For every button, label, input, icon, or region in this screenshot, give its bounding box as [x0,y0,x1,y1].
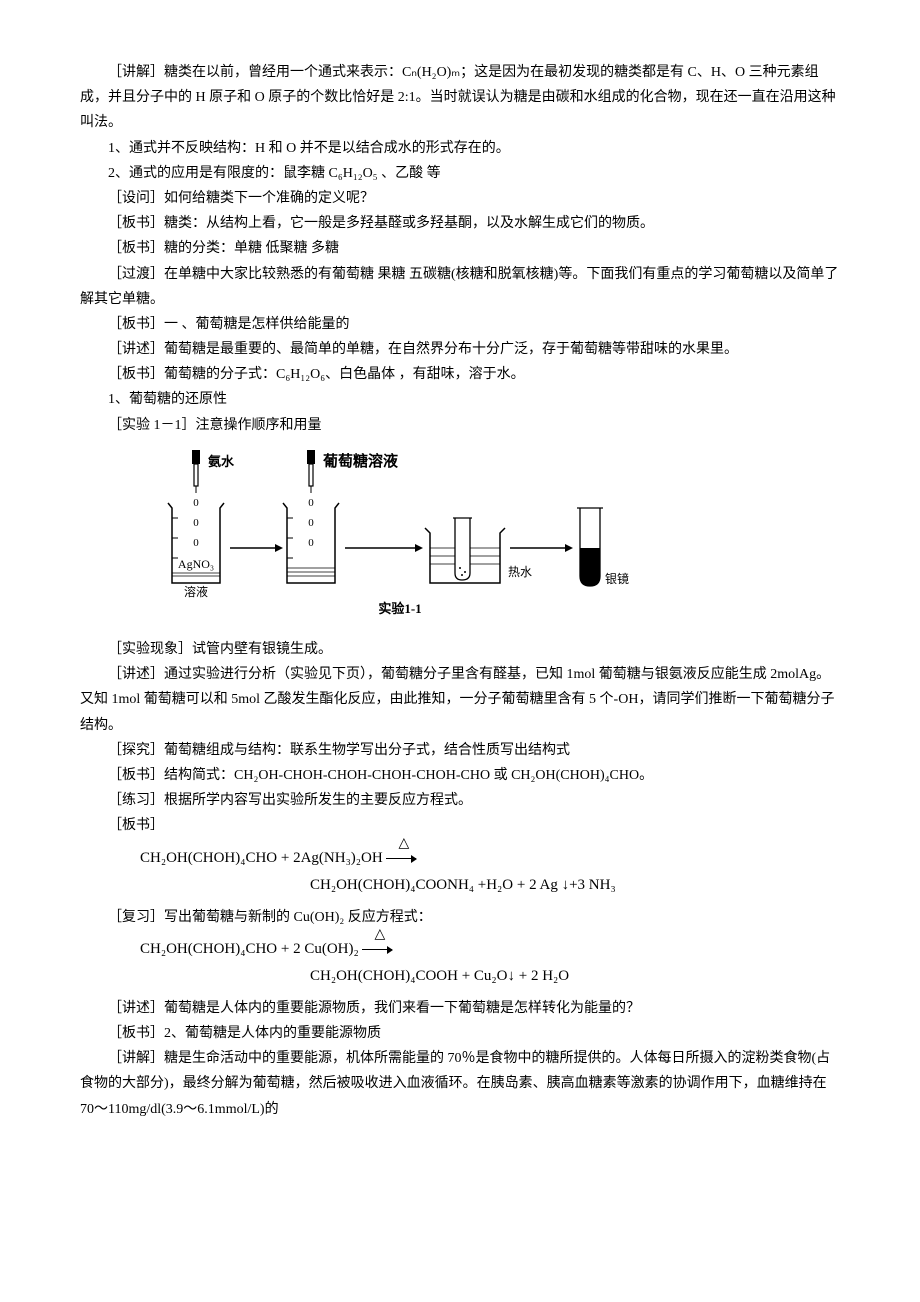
para-board-structure: ［板书］结构简式：CH₂OH-CHOH-CHOH-CHOH-CHOH-CHO 或… [80,763,840,788]
para-sub1: 1、葡萄糖的还原性 [80,387,840,412]
beaker-agno3: 0 0 0 AgNO₃ 溶液 [168,497,224,599]
para-practice: ［练习］根据所学内容写出实验所发生的主要反应方程式。 [80,788,840,813]
para-lecture-energy: ［讲述］葡萄糖是人体内的重要能源物质，我们来看一下葡萄糖是怎样转化为能量的？ [80,996,840,1021]
dropper-glucose: 葡萄糖溶液 [307,450,399,493]
delta-arrow-icon: △ [362,936,402,963]
dropper-ammonia: 氨水 [192,450,235,493]
para-board-formula: ［板书］葡萄糖的分子式：C₆H₁₂O₆、白色晶体 ，有甜味，溶于水。 [80,362,840,387]
para-review: ［复习］写出葡萄糖与新制的 Cu(OH)₂ 反应方程式： [80,905,840,930]
svg-text:0: 0 [193,497,199,509]
para-lecture-analysis: ［讲述］通过实验进行分析（实验见下页），葡萄糖分子里含有醛基，已知 1mol 葡… [80,662,840,738]
svg-text:0: 0 [193,537,199,549]
label-hotwater: 热水 [508,565,532,579]
para-point1: 1、通式并不反映结构：H 和 O 并不是以结合成水的形式存在的。 [80,136,840,161]
equation-silver-mirror: CH₂OH(CHOH)₄CHO + 2Ag(NH₃)₂OH △ CH₂OH(CH… [140,845,840,899]
para-phenomenon: ［实验现象］试管内壁有银镜生成。 [80,637,840,662]
label-mirror: 银镜 [605,571,629,586]
para-board-title1: ［板书］一 、葡萄糖是怎样供给能量的 [80,312,840,337]
para-transition: ［过渡］在单糖中大家比较熟悉的有葡萄糖 果糖 五碳糖(核糖和脱氧核糖)等。下面我… [80,262,840,312]
label-ammonia: 氨水 [207,454,235,469]
experiment-svg: 氨水 葡萄糖溶液 0 0 0 AgNO₃ 溶液 0 0 0 [160,448,640,618]
para-explain-energy: ［讲解］糖是生命活动中的重要能源，机体所需能量的 70％是食物中的糖所提供的。人… [80,1046,840,1122]
svg-text:0: 0 [308,497,314,509]
experiment-diagram: 氨水 葡萄糖溶液 0 0 0 AgNO₃ 溶液 0 0 0 [160,448,840,627]
eq1-left: CH₂OH(CHOH)₄CHO + 2Ag(NH₃)₂OH [140,850,383,866]
equation-cuoh2: CH₂OH(CHOH)₄CHO + 2 Cu(OH)₂ △ CH₂OH(CHOH… [140,936,840,990]
para-explore: ［探究］葡萄糖组成与结构：联系生物学写出分子式，结合性质写出结构式 [80,738,840,763]
para-experiment: ［实验 1－1］注意操作顺序和用量 [80,413,840,438]
eq1-right: CH₂OH(CHOH)₄COONH₄ +H₂O + 2 Ag ↓+3 NH₃ [310,872,840,899]
diagram-caption: 实验1-1 [378,601,421,616]
tube-silver-mirror: 银镜 [577,508,629,586]
svg-text:0: 0 [308,517,314,529]
eq2-right: CH₂OH(CHOH)₄COOH + Cu₂O↓ + 2 H₂O [310,963,840,990]
para-board-energy: ［板书］2、葡萄糖是人体内的重要能源物质 [80,1021,840,1046]
arrow-1 [230,544,283,552]
arrow-3 [510,544,573,552]
para-lecture-glucose: ［讲述］葡萄糖是最重要的、最简单的单糖，在自然界分布十分广泛，存于葡萄糖等带甜味… [80,337,840,362]
label-glucose: 葡萄糖溶液 [322,452,399,470]
para-board-eq: ［板书］ [80,813,840,838]
arrow-2 [345,544,423,552]
beaker-mixed: 0 0 0 [283,497,339,583]
label-agno3: AgNO₃ [178,557,214,571]
label-solution: 溶液 [184,584,208,599]
svg-text:0: 0 [308,537,314,549]
para-board-def: ［板书］糖类：从结构上看，它一般是多羟基醛或多羟基酮，以及水解生成它们的物质。 [80,211,840,236]
para-board-classify: ［板书］糖的分类：单糖 低聚糖 多糖 [80,236,840,261]
delta-arrow-icon: △ [386,845,426,872]
para-intro: ［讲解］糖类在以前，曾经用一个通式来表示：Cₙ(H₂O)ₘ；这是因为在最初发现的… [80,60,840,136]
para-question: ［设问］如何给糖类下一个准确的定义呢？ [80,186,840,211]
eq2-left: CH₂OH(CHOH)₄CHO + 2 Cu(OH)₂ [140,941,359,957]
water-bath: 热水 [425,518,532,583]
para-point2: 2、通式的应用是有限度的：鼠李糖 C₆H₁₂O₅ 、乙酸 等 [80,161,840,186]
svg-text:0: 0 [193,517,199,529]
